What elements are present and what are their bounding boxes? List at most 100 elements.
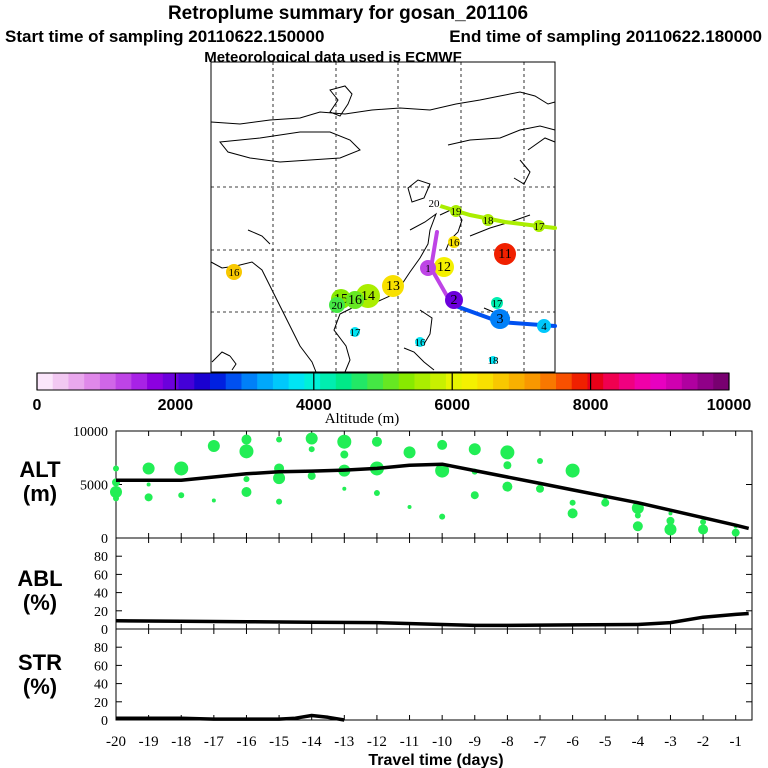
- colorbar-swatch: [398, 373, 415, 390]
- trajectory-point: 20: [427, 196, 441, 210]
- trajectory-point-marker: [491, 297, 503, 309]
- y-tick-label: 60: [94, 659, 108, 674]
- plume-scatter-point: [241, 486, 252, 497]
- plume-scatter-point: [371, 436, 382, 447]
- colorbar-swatch: [272, 373, 290, 390]
- colorbar-swatch: [618, 373, 636, 390]
- colorbar-swatch: [37, 373, 54, 390]
- trajectory-point-label: 18: [483, 215, 495, 227]
- trajectory-point-marker: [537, 319, 551, 333]
- trajectory-point: 12: [434, 257, 454, 277]
- colorbar-swatch: [367, 373, 384, 390]
- trajectory-point-label: 1: [425, 263, 431, 275]
- plume-scatter-point: [666, 516, 675, 525]
- trajectory-point-label: 19: [451, 206, 463, 218]
- trajectory-point: 16: [448, 236, 460, 249]
- trajectory-point-marker: [445, 291, 463, 309]
- trajectory-point: 11: [494, 243, 516, 265]
- y-tick-label: 10000: [73, 425, 108, 440]
- colorbar-swatch: [115, 373, 132, 390]
- colorbar-tick-label: 2000: [158, 397, 194, 414]
- colorbar-swatch: [210, 373, 227, 390]
- colorbar-swatch: [257, 373, 274, 390]
- colorbar-swatch: [430, 373, 447, 390]
- colorbar-swatch: [131, 373, 148, 390]
- colorbar-ticks: 0 2000 4000 6000 8000 10000: [33, 373, 752, 414]
- end-time-label: End time of sampling 20110622.180000: [449, 27, 762, 46]
- colorbar-swatch: [225, 373, 242, 390]
- trajectory-point: 1: [420, 260, 436, 276]
- plume-scatter-point: [634, 512, 641, 519]
- panel-frame: [115, 537, 753, 630]
- y-tick-label: 40: [94, 587, 108, 602]
- plume-scatter-point: [537, 457, 543, 464]
- panel-frame: [115, 628, 753, 721]
- colorbar-tick-label: 0: [33, 397, 42, 414]
- x-tick-label: -16: [236, 734, 256, 750]
- x-tick-label: -12: [367, 734, 387, 750]
- plume-scatter-point: [536, 484, 544, 493]
- y-tick-label: 20: [94, 605, 108, 620]
- trajectory-point-marker: [489, 356, 497, 364]
- trajectory-point-label: 16: [449, 237, 461, 249]
- colorbar-swatch: [414, 373, 431, 390]
- colorbar-swatch: [571, 373, 588, 390]
- plume-scatter-point: [567, 508, 578, 519]
- colorbar-swatch: [178, 373, 195, 390]
- colorbar-swatch: [445, 373, 463, 390]
- colorbar-swatch: [697, 373, 714, 390]
- x-tick-label: -8: [501, 734, 514, 750]
- colorbar-swatch: [508, 373, 526, 390]
- trajectory-point-marker: [533, 220, 545, 232]
- plume-scatter-point: [437, 439, 448, 450]
- x-tick-label: -14: [302, 734, 322, 750]
- chart-title: Retroplume summary for gosan_201106: [168, 3, 528, 24]
- plume-scatter-point: [731, 528, 740, 537]
- start-time-label: Start time of sampling 20110622.150000: [5, 27, 324, 46]
- colorbar-swatch: [304, 373, 321, 390]
- trajectory-point-label: 14: [361, 289, 375, 304]
- trajectory-point-marker: [415, 337, 425, 347]
- colorbar-swatch: [524, 373, 541, 390]
- trajectory-point: 16: [415, 337, 426, 349]
- colorbar-swatch: [477, 373, 494, 390]
- alt-panel: 0 5000 10000: [73, 425, 753, 547]
- trajectory-point-label: 12: [437, 260, 451, 275]
- plume-scatter-point: [276, 436, 283, 443]
- x-tick-label: -10: [432, 734, 452, 750]
- colorbar-swatch: [556, 373, 573, 390]
- altitude-colorbar: 0 2000 4000 6000 8000 10000 Altitude (m): [33, 372, 752, 427]
- trajectory-map: 20191817161611121131415162023417161817: [210, 61, 557, 373]
- plume-scatter-point: [243, 476, 250, 483]
- plume-scatter-point: [565, 463, 580, 478]
- colorbar-swatch: [52, 373, 69, 390]
- x-tick-label: -2: [697, 734, 710, 750]
- trajectory-point-label: 11: [498, 247, 511, 262]
- x-tick-label: -9: [469, 734, 482, 750]
- x-tick-label: -6: [566, 734, 579, 750]
- plume-scatter-point: [468, 443, 481, 456]
- plume-scatter-point: [407, 504, 412, 509]
- trajectory-point-marker: [490, 309, 510, 329]
- alt-series-line: [116, 462, 750, 531]
- plume-scatter-point: [174, 461, 189, 476]
- trajectory-point-marker: [494, 243, 516, 265]
- colorbar-tick-label: 10000: [707, 397, 752, 414]
- colorbar-tick-label: 6000: [434, 397, 470, 414]
- str-axis-unit: (%): [23, 674, 57, 699]
- colorbar-swatch: [461, 373, 478, 390]
- plume-scatter-point: [178, 492, 185, 499]
- trajectory-point: 17: [350, 327, 361, 339]
- trajectory-point: 16: [226, 264, 242, 280]
- trajectory-point-label: 18: [488, 355, 500, 367]
- plume-scatter-point: [470, 491, 479, 500]
- colorbar-swatch: [666, 373, 683, 390]
- plume-scatter-point: [110, 485, 122, 498]
- colorbar-swatch: [650, 373, 667, 390]
- colorbar-tick-label: 8000: [573, 397, 609, 414]
- plume-scatter-point: [144, 493, 153, 502]
- trajectory-point: 2: [445, 291, 463, 309]
- trajectory-point-label: 2: [451, 293, 458, 308]
- plume-scatter-point: [113, 495, 119, 502]
